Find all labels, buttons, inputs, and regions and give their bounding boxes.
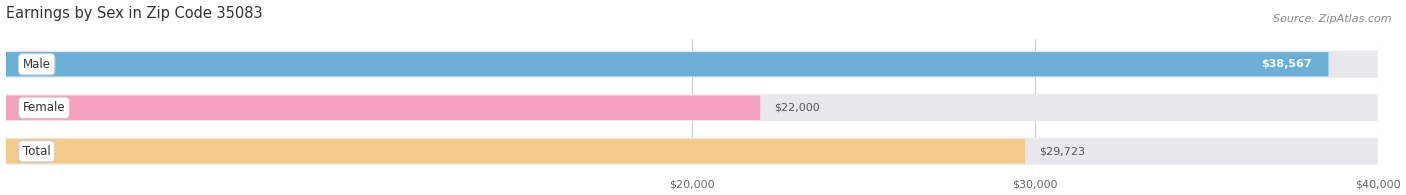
Text: $29,723: $29,723 [1039,146,1085,156]
FancyBboxPatch shape [6,51,1378,78]
FancyBboxPatch shape [6,94,1378,121]
Text: Female: Female [22,101,65,114]
Text: Male: Male [22,58,51,71]
Text: $22,000: $22,000 [773,103,820,113]
Text: Total: Total [22,145,51,158]
FancyBboxPatch shape [6,96,761,120]
Text: $38,567: $38,567 [1261,59,1312,69]
Text: Earnings by Sex in Zip Code 35083: Earnings by Sex in Zip Code 35083 [6,5,262,20]
Text: Source: ZipAtlas.com: Source: ZipAtlas.com [1274,14,1392,24]
FancyBboxPatch shape [6,138,1378,165]
FancyBboxPatch shape [6,139,1025,163]
FancyBboxPatch shape [6,52,1329,76]
